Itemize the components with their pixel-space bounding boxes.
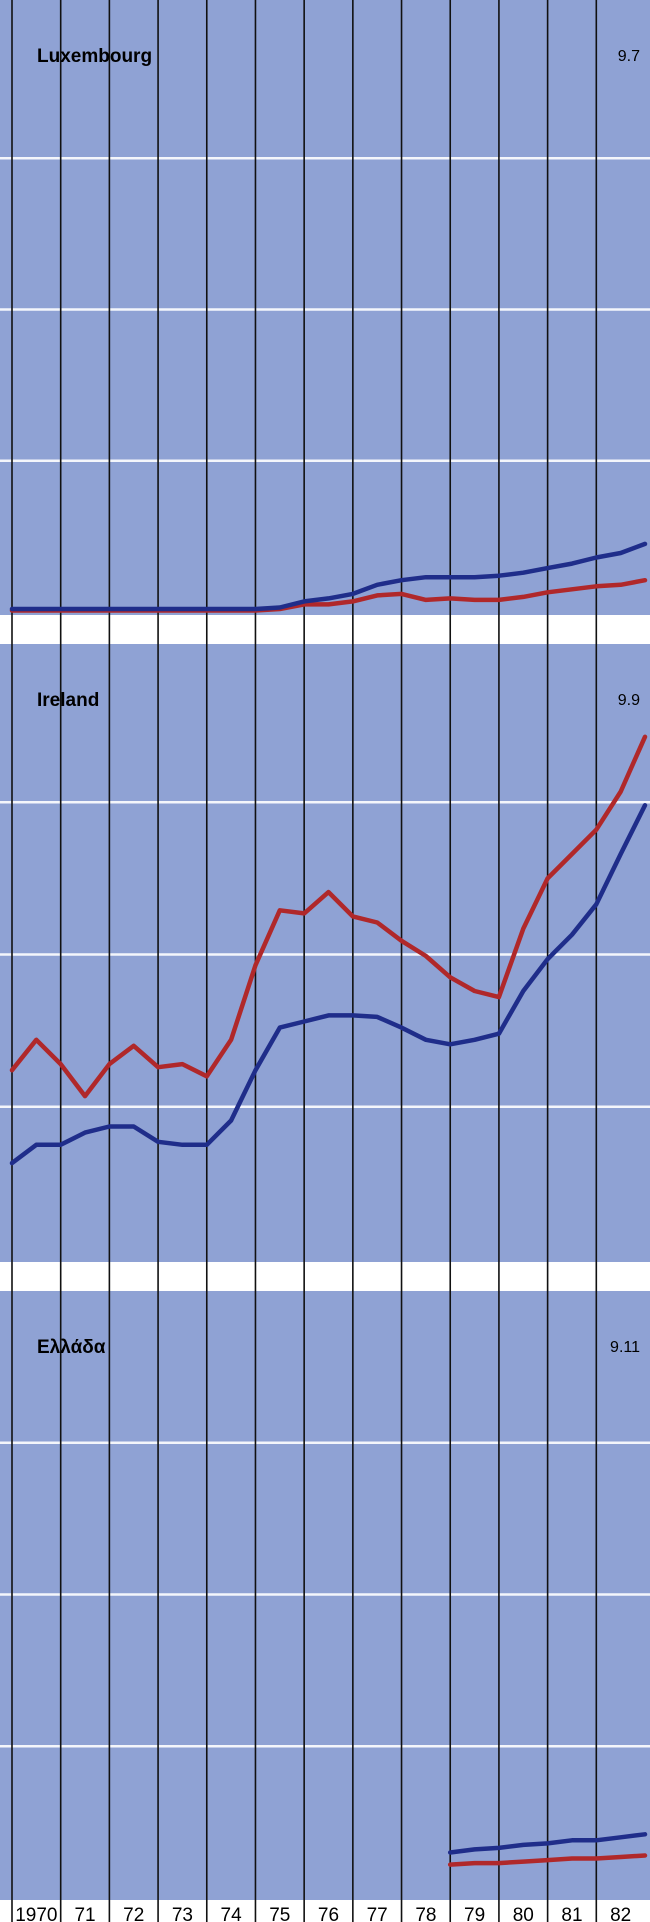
x-tick-label: 81 [561,1905,582,1922]
panel-title: Luxembourg [37,46,152,67]
x-tick-label: 74 [221,1905,243,1922]
chart: 1970 71 72 73 74 75 76 77 78 79 80 81 82 Luxembourg 9.… [0,0,650,1922]
x-tick-label: 82 [610,1905,631,1922]
x-tick-label: 73 [172,1905,193,1922]
x-tick-label: 1970 [15,1905,57,1922]
x-tick-label: 80 [513,1905,534,1922]
x-tick-label: 72 [123,1905,144,1922]
x-tick-label: 71 [74,1905,95,1922]
x-tick-label: 76 [318,1905,339,1922]
x-tick-label: 78 [415,1905,436,1922]
x-tick-label: 75 [269,1905,290,1922]
panel-background [0,0,650,615]
x-tick-label: 79 [464,1905,485,1922]
x-tick-label: 77 [367,1905,388,1922]
panel-annotation: 9.9 [618,692,640,709]
panel-annotation: 9.11 [610,1339,640,1356]
panel-title: Ελλάδα [37,1337,106,1358]
panel-title: Ireland [37,690,99,711]
panel-annotation: 9.7 [618,48,640,65]
